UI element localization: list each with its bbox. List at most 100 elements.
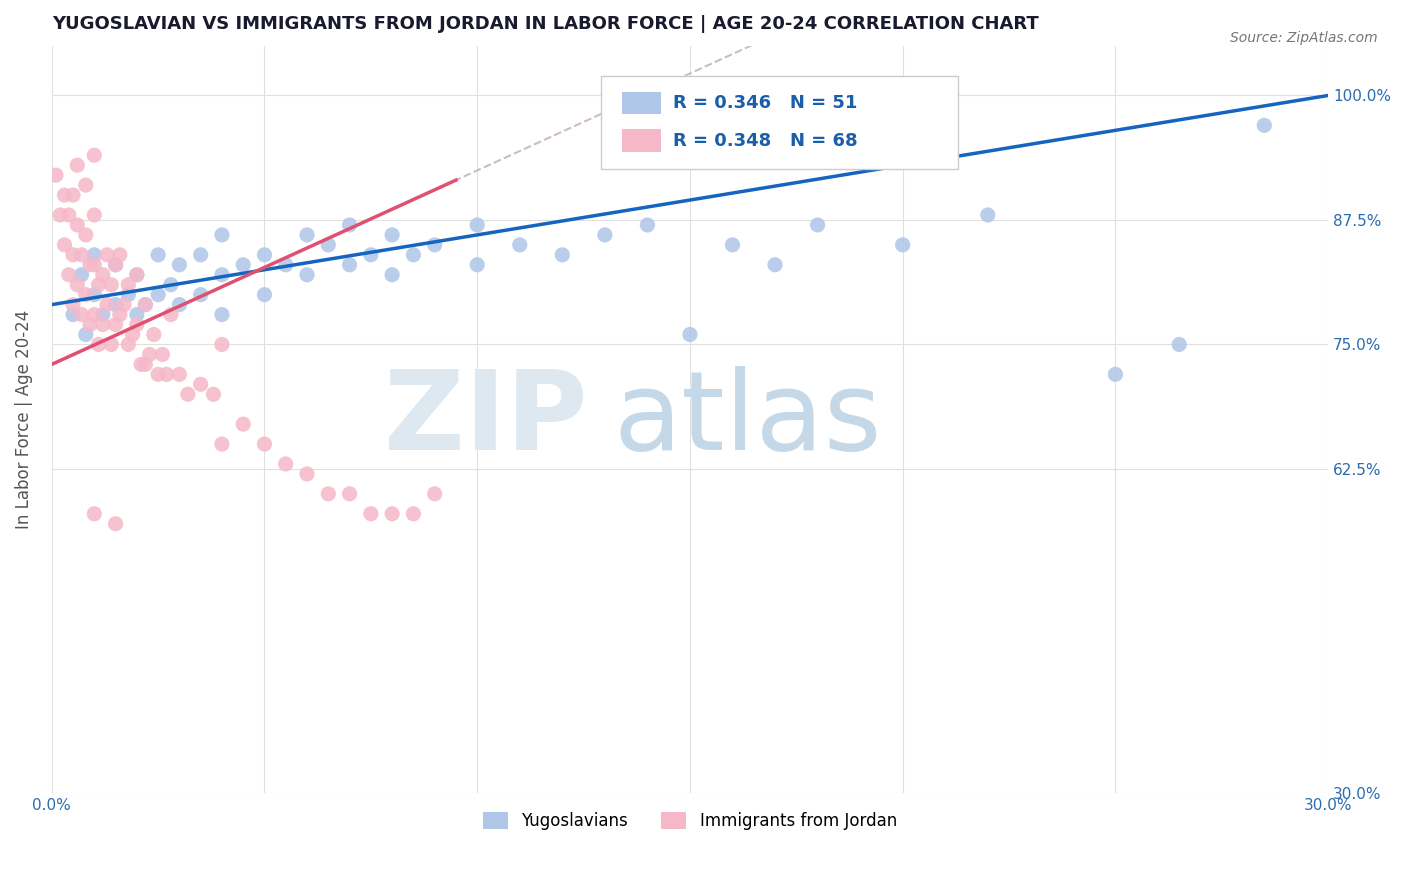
Point — [62, 298, 84, 312]
Point — [679, 327, 702, 342]
Point — [58, 208, 80, 222]
Point — [190, 377, 212, 392]
Text: atlas: atlas — [613, 366, 882, 473]
Point — [104, 516, 127, 531]
Point — [100, 277, 122, 292]
Point — [53, 238, 76, 252]
FancyBboxPatch shape — [623, 92, 661, 114]
Point — [104, 298, 127, 312]
Point — [211, 268, 233, 282]
Point — [100, 337, 122, 351]
Point — [253, 287, 276, 301]
Point — [253, 248, 276, 262]
Point — [112, 298, 135, 312]
Point — [593, 227, 616, 242]
Point — [75, 287, 97, 301]
Point — [274, 258, 297, 272]
Legend: Yugoslavians, Immigrants from Jordan: Yugoslavians, Immigrants from Jordan — [477, 805, 904, 837]
Point — [160, 308, 183, 322]
Point — [96, 248, 118, 262]
Point — [142, 327, 165, 342]
Point — [295, 467, 318, 481]
Point — [66, 277, 89, 292]
Point — [232, 258, 254, 272]
Point — [45, 168, 67, 182]
Point — [509, 238, 531, 252]
Point — [721, 238, 744, 252]
Point — [108, 308, 131, 322]
Point — [423, 238, 446, 252]
Point — [211, 437, 233, 451]
Point — [190, 287, 212, 301]
Point — [177, 387, 200, 401]
FancyBboxPatch shape — [600, 76, 957, 169]
Point — [339, 487, 361, 501]
Point — [83, 208, 105, 222]
Point — [58, 268, 80, 282]
Point — [96, 298, 118, 312]
Point — [169, 258, 191, 272]
Point — [977, 208, 1000, 222]
Point — [62, 248, 84, 262]
Point — [160, 277, 183, 292]
Point — [169, 298, 191, 312]
Point — [87, 277, 110, 292]
Point — [316, 487, 339, 501]
Point — [295, 268, 318, 282]
Point — [274, 457, 297, 471]
Point — [83, 148, 105, 162]
Point — [169, 368, 191, 382]
Point — [211, 308, 233, 322]
Text: YUGOSLAVIAN VS IMMIGRANTS FROM JORDAN IN LABOR FORCE | AGE 20-24 CORRELATION CHA: YUGOSLAVIAN VS IMMIGRANTS FROM JORDAN IN… — [52, 15, 1039, 33]
Y-axis label: In Labor Force | Age 20-24: In Labor Force | Age 20-24 — [15, 310, 32, 529]
Point — [763, 258, 786, 272]
Text: R = 0.348   N = 68: R = 0.348 N = 68 — [673, 131, 858, 150]
Point — [295, 227, 318, 242]
Point — [1168, 337, 1191, 351]
Point — [117, 287, 139, 301]
Point — [66, 218, 89, 232]
Point — [134, 298, 156, 312]
Point — [134, 298, 156, 312]
Point — [381, 507, 404, 521]
Point — [104, 258, 127, 272]
Text: R = 0.346   N = 51: R = 0.346 N = 51 — [673, 95, 858, 112]
Point — [91, 308, 114, 322]
Text: ZIP: ZIP — [384, 366, 588, 473]
Point — [146, 287, 169, 301]
Point — [91, 318, 114, 332]
Point — [70, 308, 93, 322]
Point — [423, 487, 446, 501]
Point — [83, 258, 105, 272]
Point — [53, 188, 76, 202]
Point — [636, 218, 658, 232]
Point — [87, 337, 110, 351]
Point — [83, 308, 105, 322]
Point — [62, 188, 84, 202]
Point — [150, 347, 173, 361]
Point — [79, 258, 101, 272]
Point — [146, 248, 169, 262]
Point — [83, 507, 105, 521]
Point — [125, 308, 148, 322]
Point — [156, 368, 179, 382]
Point — [360, 248, 382, 262]
Point — [138, 347, 160, 361]
Point — [125, 318, 148, 332]
Point — [117, 277, 139, 292]
Point — [360, 507, 382, 521]
Point — [381, 268, 404, 282]
Point — [402, 507, 425, 521]
Point — [211, 227, 233, 242]
Point — [75, 178, 97, 193]
Point — [75, 327, 97, 342]
FancyBboxPatch shape — [623, 129, 661, 152]
Point — [146, 368, 169, 382]
Point — [253, 437, 276, 451]
Point — [66, 158, 89, 172]
Point — [339, 258, 361, 272]
Point — [129, 357, 152, 371]
Point — [83, 248, 105, 262]
Point — [104, 258, 127, 272]
Point — [232, 417, 254, 431]
